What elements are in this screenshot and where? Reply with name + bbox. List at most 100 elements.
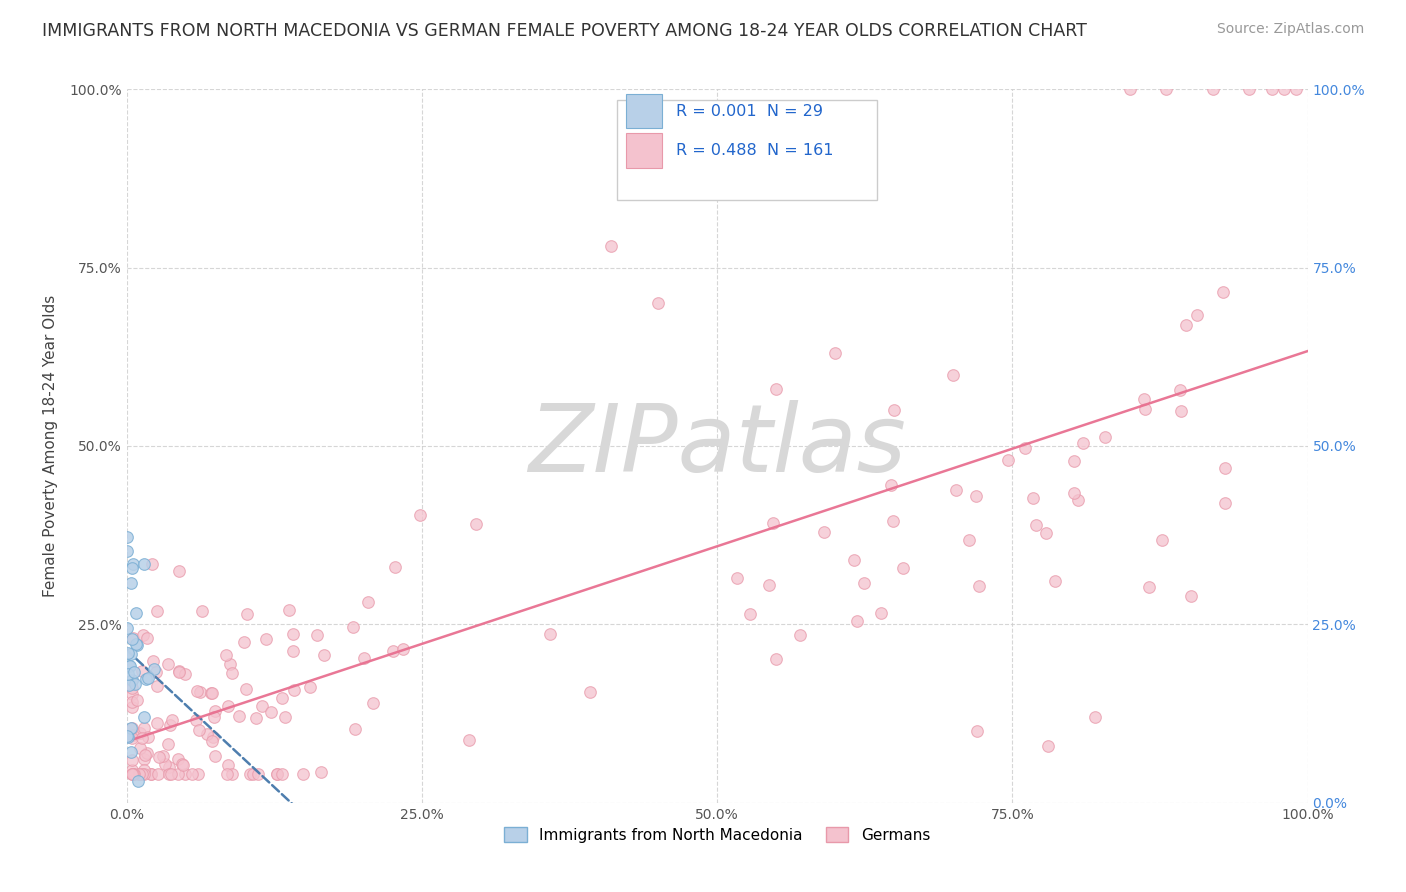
- Point: [1084, 710, 1107, 724]
- Point: [146, 679, 169, 693]
- Point: [187, 723, 209, 737]
- Point: [127, 693, 149, 707]
- Point: [202, 731, 225, 745]
- Point: [891, 561, 914, 575]
- Point: [191, 604, 214, 618]
- Y-axis label: Female Poverty Among 18-24 Year Olds: Female Poverty Among 18-24 Year Olds: [44, 295, 58, 597]
- Point: [1022, 491, 1045, 505]
- Point: [281, 644, 304, 658]
- Point: [738, 607, 761, 621]
- FancyBboxPatch shape: [626, 95, 662, 128]
- Point: [647, 296, 669, 310]
- Point: [124, 637, 146, 651]
- Point: [464, 517, 486, 532]
- Point: [157, 657, 180, 671]
- Point: [118, 659, 141, 673]
- Point: [1175, 318, 1198, 333]
- Point: [187, 767, 209, 781]
- Point: [117, 666, 139, 681]
- Point: [259, 705, 281, 719]
- Point: [167, 564, 190, 578]
- Point: [217, 698, 239, 713]
- Point: [844, 553, 866, 567]
- Point: [845, 615, 868, 629]
- Point: [966, 489, 988, 503]
- Point: [314, 648, 336, 662]
- Point: [131, 731, 153, 746]
- Point: [118, 678, 141, 692]
- Point: [172, 757, 194, 772]
- Text: Source: ZipAtlas.com: Source: ZipAtlas.com: [1216, 22, 1364, 37]
- Point: [173, 667, 195, 681]
- Point: [1272, 82, 1295, 96]
- Point: [239, 767, 262, 781]
- Point: [1133, 392, 1156, 407]
- Point: [353, 651, 375, 665]
- Point: [152, 748, 174, 763]
- Point: [266, 767, 288, 781]
- Point: [283, 683, 305, 698]
- Point: [765, 652, 787, 666]
- Point: [1261, 82, 1284, 96]
- Point: [363, 696, 385, 710]
- Point: [1067, 493, 1090, 508]
- Point: [121, 695, 143, 709]
- Point: [121, 560, 143, 574]
- Point: [124, 677, 146, 691]
- Point: [121, 673, 143, 687]
- Point: [250, 699, 273, 714]
- Point: [758, 578, 780, 592]
- Point: [135, 632, 157, 646]
- Text: R = 0.001  N = 29: R = 0.001 N = 29: [676, 103, 823, 119]
- Point: [170, 757, 193, 772]
- Point: [121, 673, 143, 687]
- Point: [852, 576, 875, 591]
- Point: [201, 686, 224, 700]
- Point: [120, 576, 142, 591]
- Point: [281, 627, 304, 641]
- Point: [997, 452, 1019, 467]
- Point: [136, 747, 159, 761]
- Point: [124, 665, 146, 680]
- Point: [139, 767, 162, 781]
- Point: [121, 763, 143, 777]
- Point: [957, 533, 980, 547]
- Point: [204, 749, 226, 764]
- Point: [121, 767, 143, 781]
- Point: [202, 709, 225, 723]
- Point: [247, 767, 270, 781]
- Point: [195, 727, 218, 741]
- Point: [186, 683, 208, 698]
- Point: [1119, 82, 1142, 96]
- Point: [274, 710, 297, 724]
- Point: [146, 604, 169, 618]
- Point: [146, 767, 169, 781]
- Point: [141, 557, 163, 571]
- Point: [132, 557, 155, 571]
- Point: [122, 557, 145, 571]
- Point: [883, 403, 905, 417]
- Point: [121, 767, 143, 781]
- Point: [813, 525, 835, 540]
- Point: [266, 767, 288, 781]
- Point: [291, 767, 314, 781]
- Point: [166, 767, 188, 781]
- Point: [1237, 82, 1260, 96]
- Point: [129, 726, 152, 740]
- Point: [305, 627, 328, 641]
- Point: [1036, 739, 1059, 753]
- Point: [1152, 533, 1174, 548]
- Point: [167, 665, 190, 680]
- Point: [217, 767, 239, 781]
- Point: [128, 767, 150, 781]
- Point: [215, 648, 238, 662]
- Point: [221, 767, 243, 781]
- Point: [235, 681, 257, 696]
- Point: [142, 654, 165, 668]
- Point: [1285, 82, 1308, 96]
- Point: [167, 752, 190, 766]
- Point: [309, 765, 332, 780]
- Point: [1133, 401, 1156, 416]
- Point: [127, 774, 149, 789]
- Point: [882, 515, 904, 529]
